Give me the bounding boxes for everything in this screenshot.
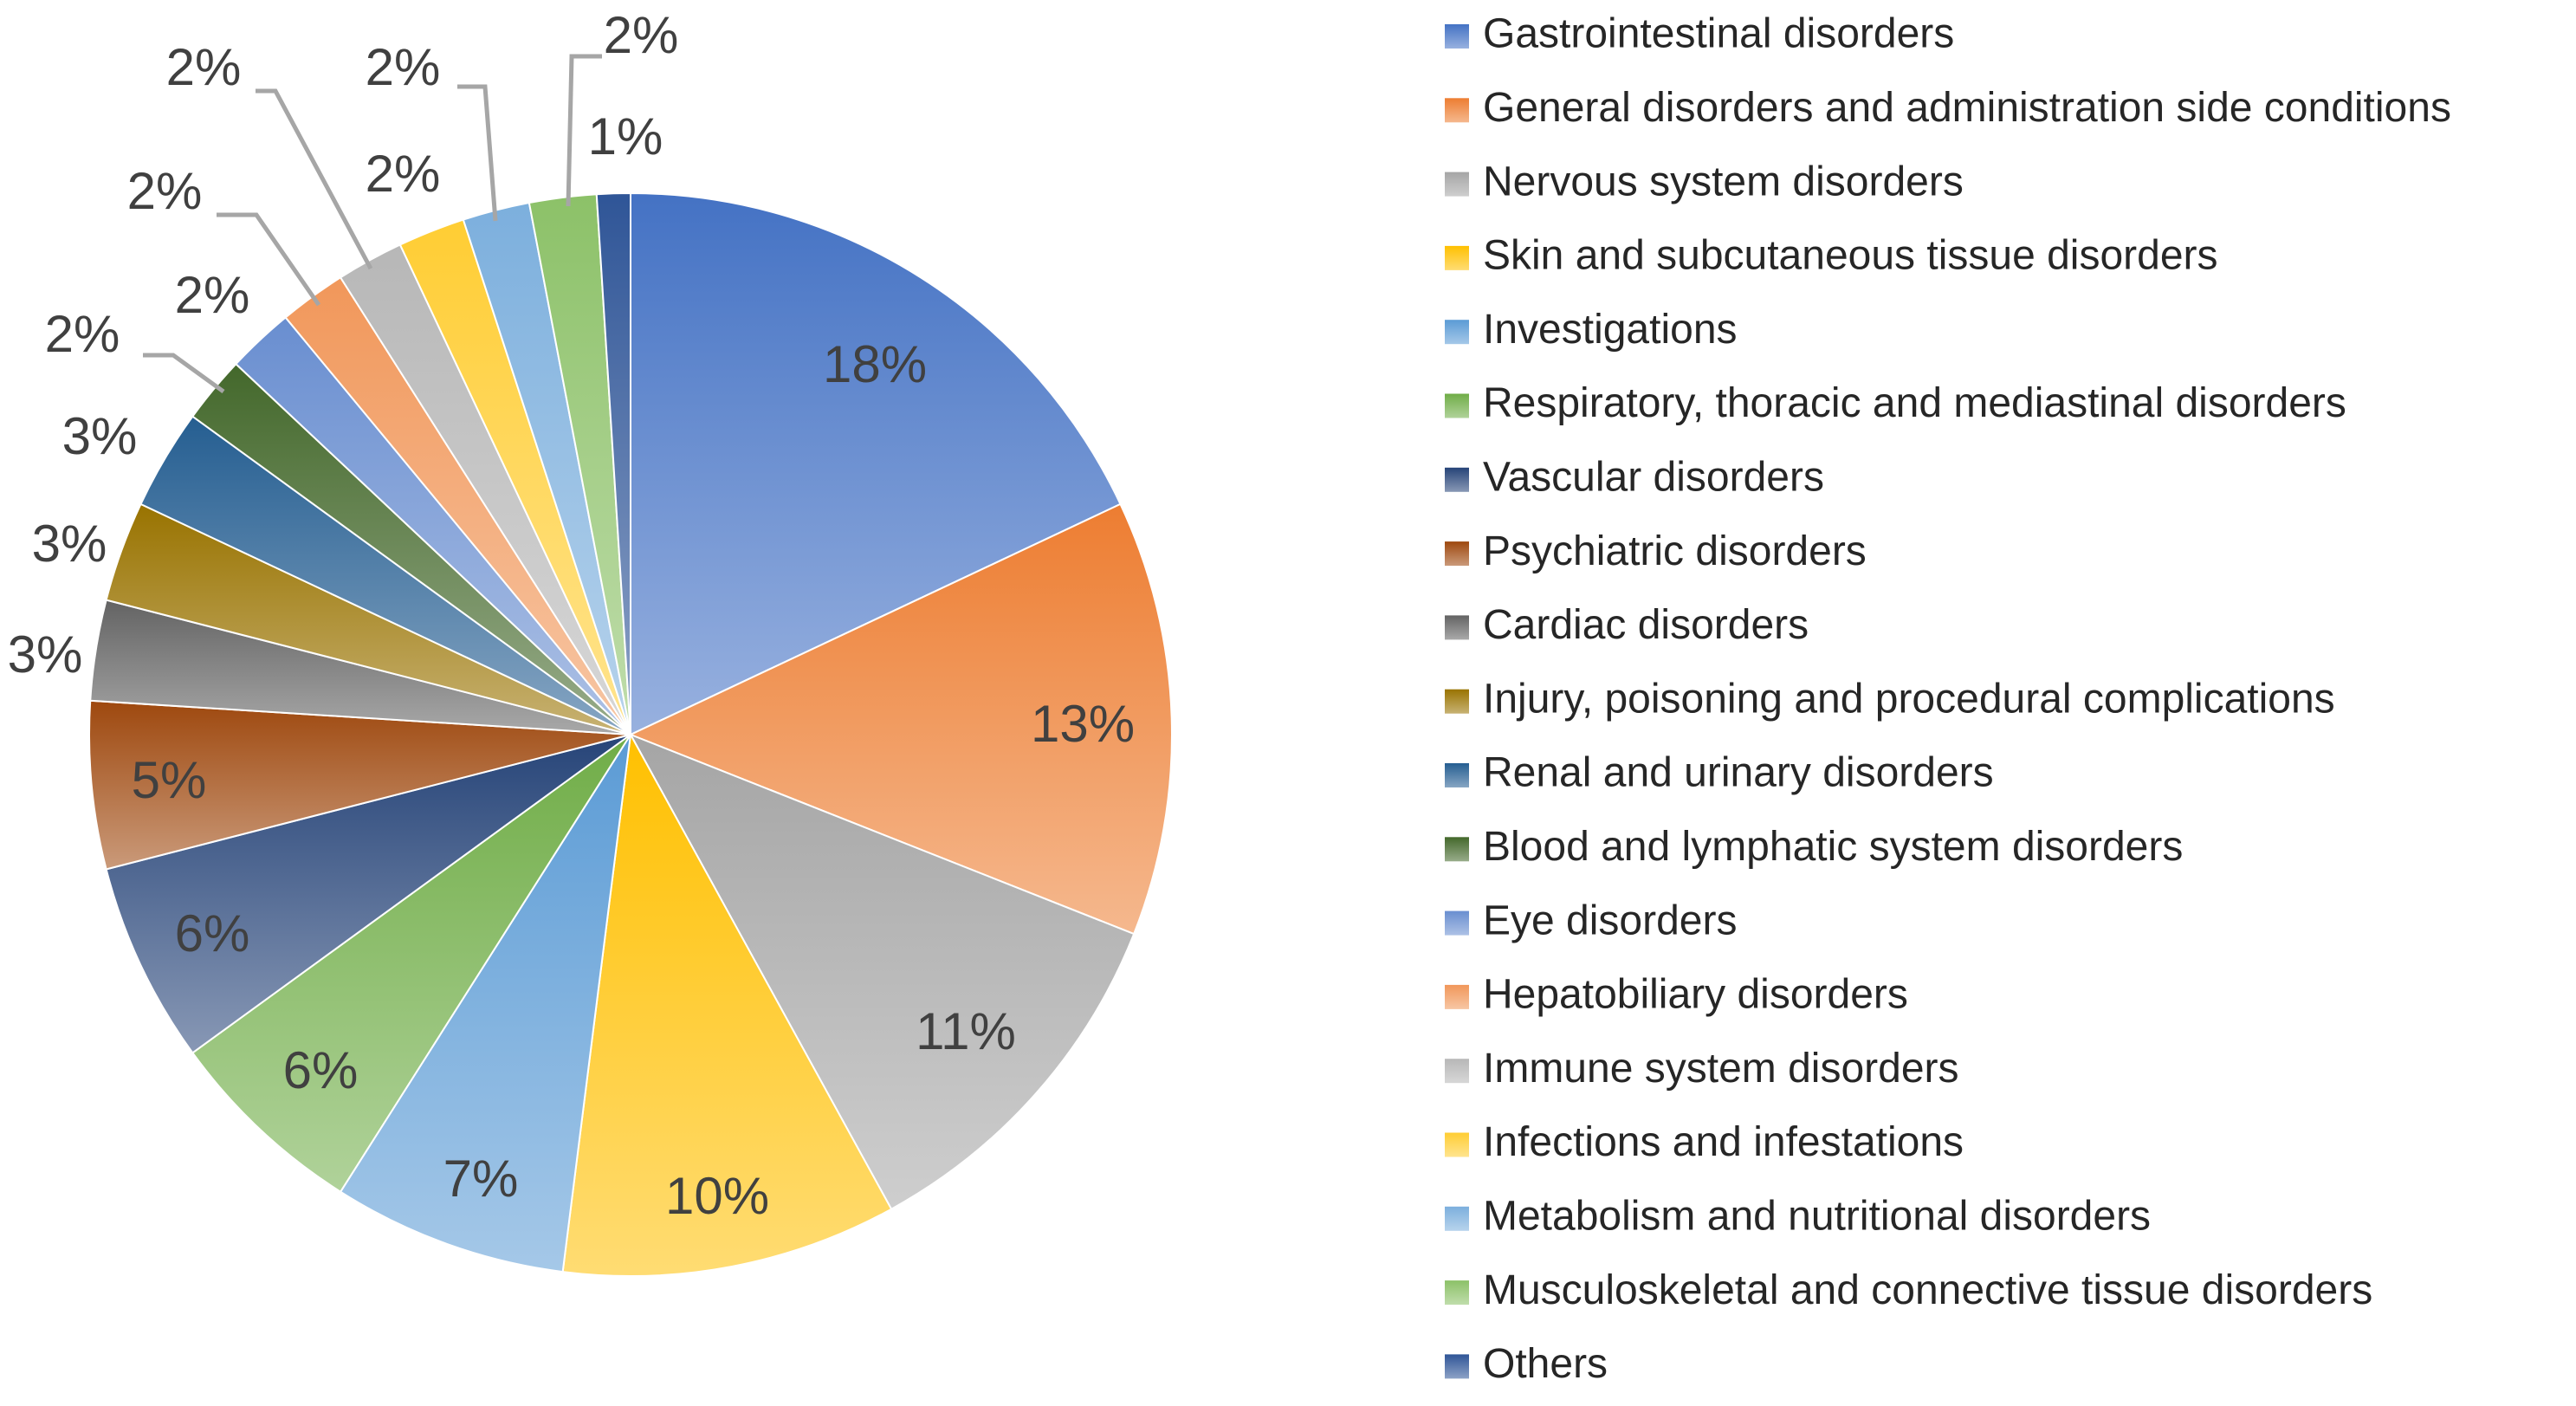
data-label-9: 3%: [8, 625, 83, 684]
legend-label-15: Immune system disorders: [1483, 1046, 1959, 1092]
data-label-16: 2%: [366, 145, 441, 203]
legend-label-17: Metabolism and nutritional disorders: [1483, 1193, 2151, 1239]
pie-slice-8: [88, 699, 631, 871]
legend-label-14: Hepatobiliary disorders: [1483, 972, 1908, 1018]
pie-slice-7: [105, 734, 631, 1054]
data-label-2: 13%: [1031, 695, 1135, 753]
data-label-1: 18%: [823, 335, 927, 393]
legend-swatch-9: [1445, 615, 1469, 640]
data-label-8: 5%: [132, 751, 207, 809]
legend-label-10: Injury, poisoning and procedural complic…: [1483, 676, 2335, 722]
legend-swatch-14: [1445, 984, 1469, 1009]
data-label-18: 2%: [604, 6, 679, 64]
leader-line-14: [217, 212, 321, 307]
legend-swatch-3: [1445, 172, 1469, 197]
leader-line-18: [566, 54, 602, 207]
legend-label-7: Vascular disorders: [1483, 454, 1824, 500]
legend-label-12: Blood and lymphatic system disorders: [1483, 824, 2183, 870]
legend-label-5: Investigations: [1483, 307, 1738, 353]
pie-slice-6: [191, 734, 631, 1194]
legend-swatch-5: [1445, 320, 1469, 345]
legend-label-11: Renal and urinary disorders: [1483, 750, 1994, 796]
legend-label-13: Eye disorders: [1483, 897, 1737, 943]
legend-swatch-6: [1445, 393, 1469, 418]
data-label-5: 7%: [443, 1150, 519, 1208]
pie-slice-5: [339, 734, 631, 1273]
legend-label-9: Cardiac disorders: [1483, 602, 1809, 648]
legend-swatch-16: [1445, 1132, 1469, 1157]
legend-label-19: Others: [1483, 1341, 1608, 1387]
legend-label-3: Nervous system disorders: [1483, 159, 1964, 204]
data-label-17: 2%: [366, 38, 441, 96]
data-label-7: 6%: [175, 904, 250, 962]
legend-swatch-11: [1445, 763, 1469, 787]
data-label-3: 11%: [916, 1002, 1016, 1060]
legend-swatch-17: [1445, 1206, 1469, 1231]
data-label-11: 3%: [62, 407, 138, 465]
legend-label-6: Respiratory, thoracic and mediastinal di…: [1483, 380, 2346, 426]
legend-swatch-8: [1445, 541, 1469, 567]
pie-slice-2: [628, 502, 1173, 936]
legend-swatch-12: [1445, 837, 1469, 862]
legend-label-2: General disorders and administration sid…: [1483, 85, 2451, 131]
pie-slices: [88, 191, 1173, 1277]
pie-slice-1: [630, 191, 1122, 736]
pie-slice-4: [561, 731, 893, 1277]
data-label-6: 6%: [283, 1041, 359, 1099]
legend-label-1: Gastrointestinal disorders: [1483, 11, 1954, 57]
legend-swatch-4: [1445, 245, 1469, 270]
pie-slice-3: [628, 733, 1136, 1211]
data-label-4: 10%: [665, 1167, 769, 1225]
legend-swatch-10: [1445, 689, 1469, 714]
legend-swatch-15: [1445, 1059, 1469, 1084]
legend-label-16: Infections and infestations: [1483, 1119, 1964, 1165]
label-leader-lines: [143, 54, 602, 394]
leader-line-17: [457, 84, 498, 222]
legend-swatch-1: [1445, 24, 1469, 49]
leader-line-15: [256, 88, 373, 270]
legend-swatch-7: [1445, 467, 1469, 492]
legend-label-8: Psychiatric disorders: [1483, 528, 1867, 574]
legend-swatch-19: [1445, 1354, 1469, 1379]
data-label-10: 3%: [32, 515, 107, 573]
legend-swatch-13: [1445, 910, 1469, 936]
legend-label-4: Skin and subcutaneous tissue disorders: [1483, 233, 2218, 279]
leader-line-12: [143, 353, 225, 394]
legend: Gastrointestinal disorders General disord…: [1445, 11, 2451, 1387]
legend-swatch-2: [1445, 98, 1469, 123]
legend-label-18: Musculoskeletal and connective tissue di…: [1483, 1267, 2372, 1313]
data-label-12: 2%: [45, 305, 120, 363]
data-label-15: 2%: [166, 38, 242, 96]
data-label-13: 2%: [175, 266, 250, 324]
data-label-14: 2%: [127, 162, 203, 220]
data-label-19: 1%: [588, 107, 663, 165]
pie-slice-19: [595, 191, 631, 735]
data-labels: 18% 13% 11% 10% 7% 6% 6% 5% 3% 3% 3% 2% 2% 2% 2% 2% 2% 2%…: [8, 6, 1135, 1225]
legend-swatch-18: [1445, 1280, 1469, 1306]
